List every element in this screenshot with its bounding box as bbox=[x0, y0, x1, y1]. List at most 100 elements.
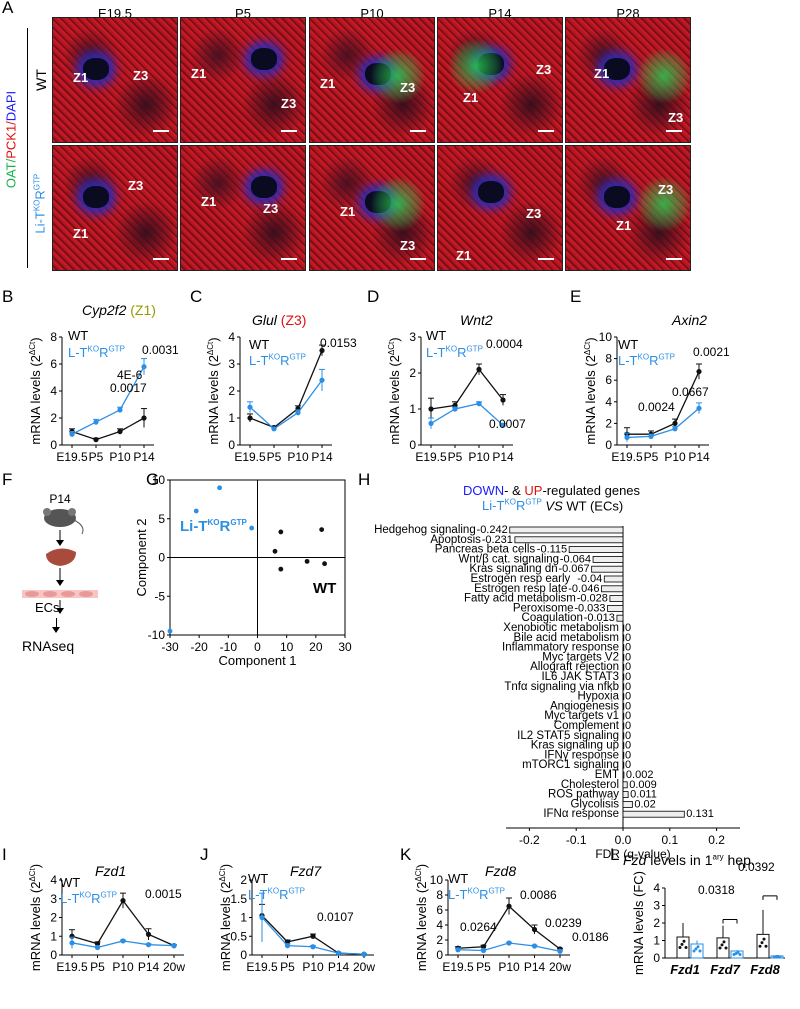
chart-title-e: Axin2 bbox=[672, 312, 708, 328]
data-point bbox=[145, 931, 152, 937]
bar-label: 0 bbox=[625, 622, 631, 634]
x-tick-label: P5 bbox=[89, 450, 104, 464]
x-tick-label: P5 bbox=[448, 450, 463, 464]
chart-title-l: Fzd levels in 1ary hep. bbox=[623, 852, 755, 868]
data-point bbox=[171, 943, 177, 949]
assay-label: RNAseq bbox=[22, 638, 75, 654]
bar-label: -0.115 bbox=[537, 544, 567, 556]
vessel bbox=[83, 186, 109, 208]
scale-bar bbox=[410, 258, 426, 260]
category-label: Kras signaling dn bbox=[469, 563, 557, 575]
x-tick-label: P10 bbox=[302, 960, 324, 974]
cells-label: ECs bbox=[35, 600, 60, 615]
bar-label: -0.067 bbox=[558, 563, 589, 575]
bar-label: 0 bbox=[625, 671, 631, 683]
micrograph-wt-4: Z1 Z3 bbox=[565, 17, 691, 143]
category-label: EMT bbox=[595, 769, 619, 781]
data-point bbox=[284, 939, 291, 945]
legend-wt: WT bbox=[248, 871, 269, 886]
bar-label: 0 bbox=[625, 642, 631, 654]
y-axis-label: mRNA levels (2ΔCt) bbox=[218, 864, 233, 971]
data-point bbox=[319, 347, 325, 354]
x-axis-label: Component 1 bbox=[218, 653, 296, 668]
micrograph-ko-2: Z1 Z3 bbox=[309, 145, 435, 271]
p-value: 0.0004 bbox=[486, 337, 523, 351]
legend-ko: L-TKORGTP bbox=[68, 345, 125, 361]
bar bbox=[622, 801, 633, 808]
zone-label: Z3 bbox=[668, 110, 684, 125]
category-label: Coagulation bbox=[522, 612, 583, 624]
panel-letter-l: L bbox=[610, 845, 620, 864]
data-point bbox=[145, 942, 152, 948]
bar bbox=[622, 771, 625, 779]
x-tick-label: E19.5 bbox=[611, 450, 643, 464]
bar-label: -0.064 bbox=[560, 553, 591, 565]
series-line-ko bbox=[249, 379, 323, 430]
data-point bbox=[694, 947, 698, 951]
category-label: ROS pathway bbox=[548, 789, 619, 801]
y-axis-label: mRNA levels (2ΔCt) bbox=[583, 337, 598, 444]
bar bbox=[622, 624, 625, 632]
x-tick-label: -30 bbox=[161, 640, 179, 654]
workflow-schematic bbox=[22, 508, 98, 614]
bar bbox=[622, 683, 625, 691]
data-point bbox=[455, 947, 461, 953]
x-tick-label: E19.5 bbox=[56, 960, 88, 974]
x-tick-label: 0 bbox=[254, 640, 261, 654]
y-tick-label: 0 bbox=[436, 948, 443, 962]
x-tick-label: E19.5 bbox=[442, 960, 474, 974]
bar-label: -0.033 bbox=[574, 602, 605, 614]
data-point bbox=[684, 946, 688, 949]
x-tick-label: 0.2 bbox=[708, 833, 725, 847]
category-label: Fatty acid metabolism bbox=[464, 593, 576, 605]
scatter-point-wt bbox=[278, 529, 284, 535]
category-label: Myc targets V2 bbox=[542, 651, 619, 663]
chart-title-c: Glul (Z3) bbox=[252, 312, 307, 328]
scatter-point-wt bbox=[272, 548, 278, 554]
x-tick-label: P10 bbox=[664, 450, 686, 464]
data-point bbox=[682, 939, 686, 943]
category-label: Cholesterol bbox=[561, 779, 619, 791]
data-point bbox=[718, 946, 722, 950]
y-tick-label: 5 bbox=[158, 512, 165, 526]
bar bbox=[609, 595, 624, 602]
data-point bbox=[698, 949, 702, 953]
panel-letter-a: A bbox=[2, 0, 14, 17]
oat-signal bbox=[370, 48, 426, 104]
chart-C: 0 1 2 3 4 E19.5 P5 P10 P14 mRNA levels (2ΔCt) bbox=[206, 330, 333, 464]
data-point bbox=[557, 948, 563, 954]
legend-wt: WT bbox=[618, 337, 639, 352]
legend-wt: WT bbox=[68, 328, 89, 343]
data-point bbox=[678, 946, 682, 949]
data-point bbox=[284, 943, 291, 949]
bar bbox=[622, 752, 625, 759]
micrograph-wt-3: Z1 Z3 bbox=[437, 17, 563, 143]
x-tick-label: P14 bbox=[492, 450, 514, 464]
chart-title-j: Fzd7 bbox=[290, 863, 322, 879]
y-tick-label: 3 bbox=[228, 357, 235, 371]
bar bbox=[514, 536, 624, 544]
zone-label: Z1 bbox=[191, 66, 207, 81]
bar bbox=[601, 585, 624, 593]
data-point bbox=[778, 955, 782, 959]
data-point bbox=[696, 945, 700, 949]
x-tick-label: P14 bbox=[311, 450, 333, 464]
y-tick-label: 10 bbox=[599, 330, 613, 344]
data-point bbox=[117, 407, 123, 413]
data-point bbox=[648, 433, 654, 439]
micrograph-ko-1: Z1 Z3 bbox=[180, 145, 306, 271]
legend-wt: WT bbox=[426, 328, 447, 343]
category-label: Allograft rejection bbox=[530, 661, 619, 673]
scatter-point-ko bbox=[167, 628, 173, 634]
x-tick-label: P5 bbox=[644, 450, 659, 464]
y-axis-label: mRNA levels (2ΔCt) bbox=[28, 864, 43, 971]
data-point bbox=[696, 368, 702, 375]
oat-signal bbox=[370, 176, 426, 232]
category-label: IL6 JAK STAT3 bbox=[541, 671, 619, 683]
data-point bbox=[480, 947, 487, 954]
zone-label: Z1 bbox=[456, 248, 472, 263]
x-tick-label: Fzd7 bbox=[710, 962, 740, 977]
scatter-label-ko: Li-TKORGTP bbox=[180, 518, 247, 535]
y-tick-label: 10 bbox=[152, 473, 166, 487]
